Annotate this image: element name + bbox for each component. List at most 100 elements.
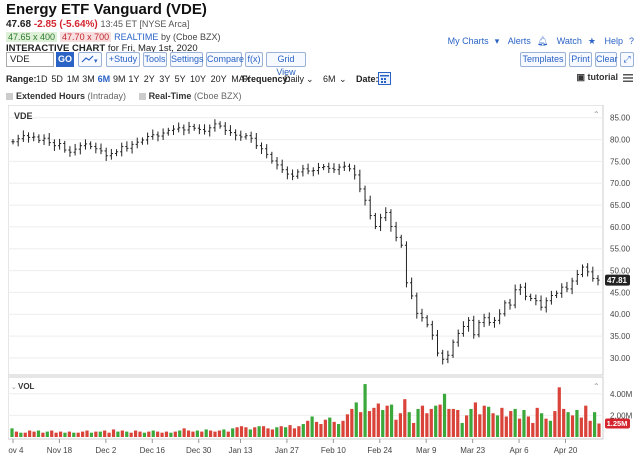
ohlc-bar <box>202 124 207 135</box>
volume-bar <box>191 431 195 437</box>
chart-style-button[interactable]: ▾ <box>78 52 102 67</box>
x-tick-label: Dec 2 <box>95 446 116 455</box>
range-1d[interactable]: 1D <box>36 74 48 84</box>
settings-button[interactable]: Settings <box>170 52 204 67</box>
range-max[interactable]: MAX <box>231 74 251 84</box>
my-charts-link[interactable]: My Charts <box>447 36 489 46</box>
ohlc-bar <box>182 124 186 136</box>
volume-bar <box>562 408 566 437</box>
tutorial-link[interactable]: ▣ tutorial <box>576 72 618 83</box>
range-1m[interactable]: 1M <box>66 74 80 84</box>
fx-button[interactable]: f(x) <box>245 52 263 67</box>
period-select[interactable]: 6M <box>323 74 336 84</box>
extended-hours-checkbox[interactable] <box>6 93 13 100</box>
volume-bar <box>58 431 63 437</box>
volume-bar <box>345 414 350 437</box>
symbol-input[interactable]: VDE <box>6 52 54 67</box>
realtime-checkbox[interactable] <box>138 93 146 100</box>
x-tick-label: Mar 23 <box>460 446 485 455</box>
volume-bar <box>142 432 147 437</box>
range-2y[interactable]: 2Y <box>143 74 155 84</box>
x-tick-label: Dec 16 <box>140 446 166 455</box>
ohlc-bar <box>21 130 25 142</box>
volume-bar <box>284 427 288 437</box>
volume-bar <box>54 432 58 437</box>
price-tick-label: 75.00 <box>610 157 631 166</box>
volume-bar <box>63 432 67 437</box>
compare-button[interactable]: Compare <box>206 52 244 67</box>
range-5d[interactable]: 5D <box>51 74 63 84</box>
volume-bar <box>310 416 314 437</box>
volume-pane-collapse-icon[interactable]: ⌃ <box>593 382 600 391</box>
price-pane-collapse-icon[interactable]: ⌃ <box>593 110 600 119</box>
ohlc-bar <box>63 140 67 153</box>
my-charts-caret-icon[interactable]: ▾ <box>494 36 500 46</box>
volume-collapse-icon[interactable]: ⌄ <box>11 384 17 391</box>
ohlc-bar <box>254 133 258 149</box>
ohlc-bar <box>218 121 222 129</box>
alerts-link[interactable]: Alerts <box>507 36 531 46</box>
volume-bar <box>420 405 425 437</box>
price-tick-label: 65.00 <box>610 201 631 210</box>
period-caret-icon[interactable]: ⌄ <box>339 74 347 84</box>
volume-bar <box>442 393 447 437</box>
help-link[interactable]: Help <box>604 36 623 46</box>
volume-bar <box>434 405 438 437</box>
volume-bar <box>76 432 80 437</box>
price-axis: 30.00 35.00 40.00 45.00 50.00 55.00 60.00 65.00… <box>610 114 631 363</box>
volume-bar <box>50 430 54 437</box>
volume-bar <box>28 430 32 437</box>
range-3m[interactable]: 3M <box>82 74 95 84</box>
range-5y[interactable]: 5Y <box>174 74 186 84</box>
calendar-icon[interactable] <box>378 72 391 89</box>
hamburger-menu-icon[interactable] <box>622 72 634 84</box>
frequency-caret-icon[interactable]: ⌄ <box>306 74 314 84</box>
expand-button[interactable]: ⤢ <box>620 52 634 67</box>
volume-bar <box>81 431 85 437</box>
star-icon[interactable]: ★ <box>587 36 596 46</box>
volume-bar <box>403 399 407 437</box>
volume-bar <box>195 430 199 437</box>
volume-bar <box>337 424 341 437</box>
extended-hours-label: Extended Hours <box>16 91 86 101</box>
price-tick-label: 60.00 <box>610 223 631 232</box>
go-button[interactable]: GO <box>56 52 74 67</box>
ohlc-bar <box>523 282 528 301</box>
ohlc-bar <box>487 312 491 326</box>
ohlc-bar <box>596 275 600 286</box>
extended-hours-toggle[interactable]: Extended Hours (Intraday) <box>6 91 126 101</box>
ohlc-bar <box>306 163 310 175</box>
templates-button[interactable]: Templates <box>520 52 566 67</box>
range-3y[interactable]: 3Y <box>159 74 171 84</box>
realtime-link[interactable]: REALTIME <box>114 32 159 42</box>
volume-bar <box>531 422 535 437</box>
range-1y[interactable]: 1Y <box>128 74 140 84</box>
ohlc-bar <box>47 133 51 146</box>
realtime-toggle[interactable]: Real-Time (Cboe BZX) <box>138 91 241 101</box>
print-button[interactable]: Print <box>569 52 592 67</box>
ohlc-bar <box>228 125 233 136</box>
ohlc-bar <box>378 213 383 232</box>
volume-bar <box>36 430 41 437</box>
bell-icon[interactable]: 🔔︎ <box>536 36 549 46</box>
price-volume-chart[interactable]: 30.00 35.00 40.00 45.00 50.00 55.00 60.00 65.00… <box>3 104 633 456</box>
tools-button[interactable]: Tools <box>143 52 167 67</box>
ohlc-bar <box>580 264 585 278</box>
frequency-select[interactable]: Daily <box>284 74 305 84</box>
last-volume-marker-label: 1.25M <box>607 419 628 428</box>
watch-link[interactable]: Watch <box>556 36 582 46</box>
grid-view-button[interactable]: Grid View <box>266 52 306 77</box>
help-icon[interactable]: ? <box>628 36 634 46</box>
ohlc-bar <box>42 134 46 146</box>
volume-tick-label: 2.00M <box>610 411 632 420</box>
study-button[interactable]: +Study <box>106 52 140 67</box>
range-6m[interactable]: 6M <box>97 74 111 84</box>
range-20y[interactable]: 20Y <box>210 74 227 84</box>
extended-hours-note: (Intraday) <box>87 91 127 101</box>
ohlc-bar <box>16 134 20 147</box>
range-10y[interactable]: 10Y <box>190 74 207 84</box>
range-9m[interactable]: 9M <box>113 74 126 84</box>
clear-button[interactable]: Clear <box>595 52 618 67</box>
volume-bar <box>235 427 239 437</box>
price-tick-label: 55.00 <box>610 245 631 254</box>
